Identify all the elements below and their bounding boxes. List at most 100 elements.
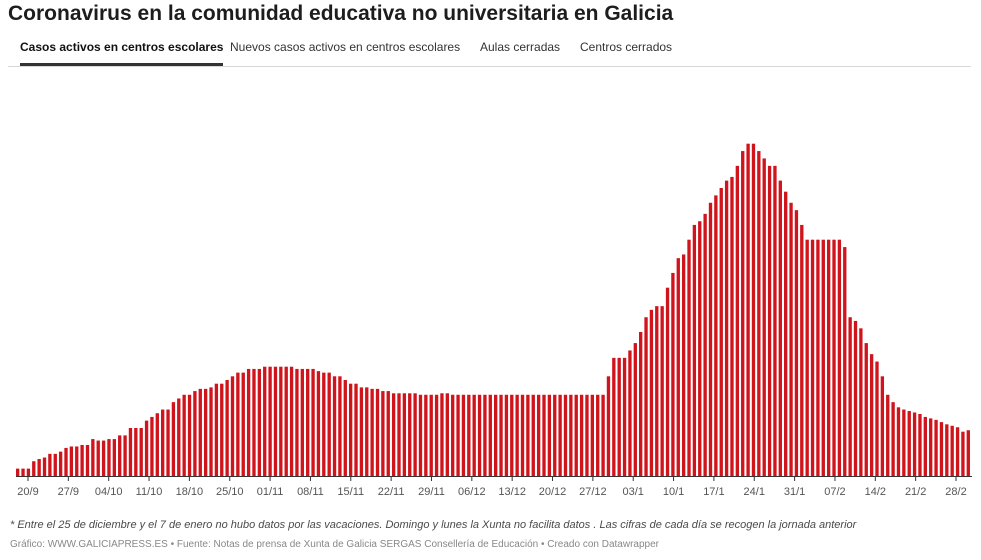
x-tick-label: 10/1 xyxy=(663,486,684,498)
bar xyxy=(58,451,63,476)
bar xyxy=(69,446,74,476)
bar xyxy=(139,428,143,476)
bar xyxy=(16,468,20,476)
x-tick-label: 27/12 xyxy=(579,486,607,498)
bar xyxy=(494,394,498,476)
x-tick-label: 13/12 xyxy=(498,486,526,498)
bar xyxy=(698,221,702,476)
bar xyxy=(177,398,181,476)
bar xyxy=(284,366,288,476)
bar xyxy=(649,309,654,476)
bar xyxy=(483,394,487,476)
x-tick-label: 20/9 xyxy=(17,486,38,498)
bar xyxy=(569,394,573,476)
bar xyxy=(741,151,745,476)
tab-nuevos-casos[interactable]: Nuevos casos activos en centros escolare… xyxy=(230,40,461,54)
bar xyxy=(767,165,772,476)
bar xyxy=(80,444,84,476)
bar xyxy=(805,239,809,476)
bar xyxy=(660,306,664,476)
x-tick-label: 15/11 xyxy=(337,486,364,498)
bar xyxy=(85,444,90,476)
bar xyxy=(510,394,514,476)
bar xyxy=(902,409,906,476)
bar xyxy=(617,357,621,476)
x-tick-label: 22/11 xyxy=(378,486,405,498)
tab-casos-activos[interactable]: Casos activos en centros escolares xyxy=(20,40,224,66)
bar xyxy=(198,388,202,476)
bar xyxy=(612,357,616,476)
bar xyxy=(386,391,390,476)
bar xyxy=(101,440,106,476)
bar xyxy=(166,409,170,476)
x-tick-label: 31/1 xyxy=(784,486,805,498)
bar xyxy=(32,461,36,476)
bar xyxy=(961,431,965,476)
bar-series xyxy=(16,143,970,477)
bar xyxy=(37,459,41,476)
chart-footer: Gráfico: WWW.GALICIAPRESS.ES • Fuente: N… xyxy=(10,539,659,550)
bar xyxy=(746,143,750,476)
bar xyxy=(171,402,176,476)
bar xyxy=(225,380,229,476)
bar xyxy=(504,394,509,476)
bar xyxy=(601,394,605,476)
bar xyxy=(676,258,680,476)
bar xyxy=(236,372,240,476)
bar xyxy=(440,393,444,476)
bar xyxy=(719,188,723,476)
bar xyxy=(671,272,675,476)
bar xyxy=(472,394,476,476)
x-tick-label: 18/10 xyxy=(176,486,204,498)
bar xyxy=(123,435,127,476)
bar xyxy=(526,394,530,476)
x-axis-ticks: 20/9 27/9 04/10 11/10 18/10 25/10 01/11 08/11 15… xyxy=(17,476,967,498)
bar xyxy=(886,394,890,476)
bar xyxy=(193,391,197,476)
bar xyxy=(950,425,954,476)
bar xyxy=(252,368,256,476)
bar xyxy=(230,376,235,476)
bar xyxy=(128,428,133,476)
bar xyxy=(875,361,879,476)
bar xyxy=(821,239,825,476)
bar xyxy=(880,376,885,476)
bar xyxy=(853,320,858,476)
bar xyxy=(891,402,895,476)
bar xyxy=(144,420,149,476)
tab-aulas-cerradas[interactable]: Aulas cerradas xyxy=(480,40,561,54)
bar xyxy=(397,393,401,476)
bar xyxy=(203,388,208,476)
bar xyxy=(547,394,552,476)
bar xyxy=(955,427,960,476)
bar xyxy=(762,158,766,476)
bar xyxy=(150,416,154,476)
bar xyxy=(639,332,643,476)
x-tick-label: 29/11 xyxy=(418,486,445,498)
bar xyxy=(585,394,589,476)
bar xyxy=(784,191,788,476)
bar xyxy=(692,224,697,476)
bar xyxy=(214,383,219,476)
bar xyxy=(606,376,611,476)
tab-centros-cerrados[interactable]: Centros cerrados xyxy=(580,40,673,54)
bar xyxy=(375,388,380,476)
bar xyxy=(536,394,541,476)
bar xyxy=(596,394,600,476)
bar xyxy=(354,383,358,476)
bar xyxy=(21,468,25,476)
bar xyxy=(424,394,428,476)
x-tick-label: 06/12 xyxy=(458,486,486,498)
bar xyxy=(929,418,933,476)
bar xyxy=(209,387,213,476)
bar xyxy=(263,366,267,476)
bar xyxy=(681,254,686,476)
bar xyxy=(579,394,584,476)
bar xyxy=(187,394,192,476)
bar xyxy=(488,394,492,476)
bar xyxy=(241,372,245,476)
bar xyxy=(91,439,95,476)
bar xyxy=(966,430,970,476)
bar xyxy=(832,239,836,476)
bar xyxy=(724,180,729,476)
